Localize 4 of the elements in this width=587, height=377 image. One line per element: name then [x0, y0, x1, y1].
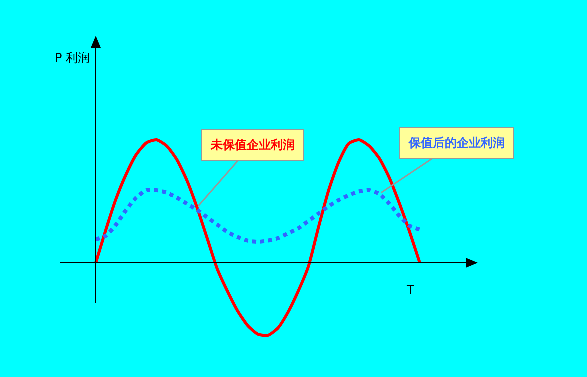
text: P 利润: [55, 51, 90, 65]
x-axis-title: T: [406, 283, 415, 297]
annotation: 未保值企业利润: [210, 138, 295, 152]
annotation: 保值后的企业利润: [408, 136, 505, 150]
